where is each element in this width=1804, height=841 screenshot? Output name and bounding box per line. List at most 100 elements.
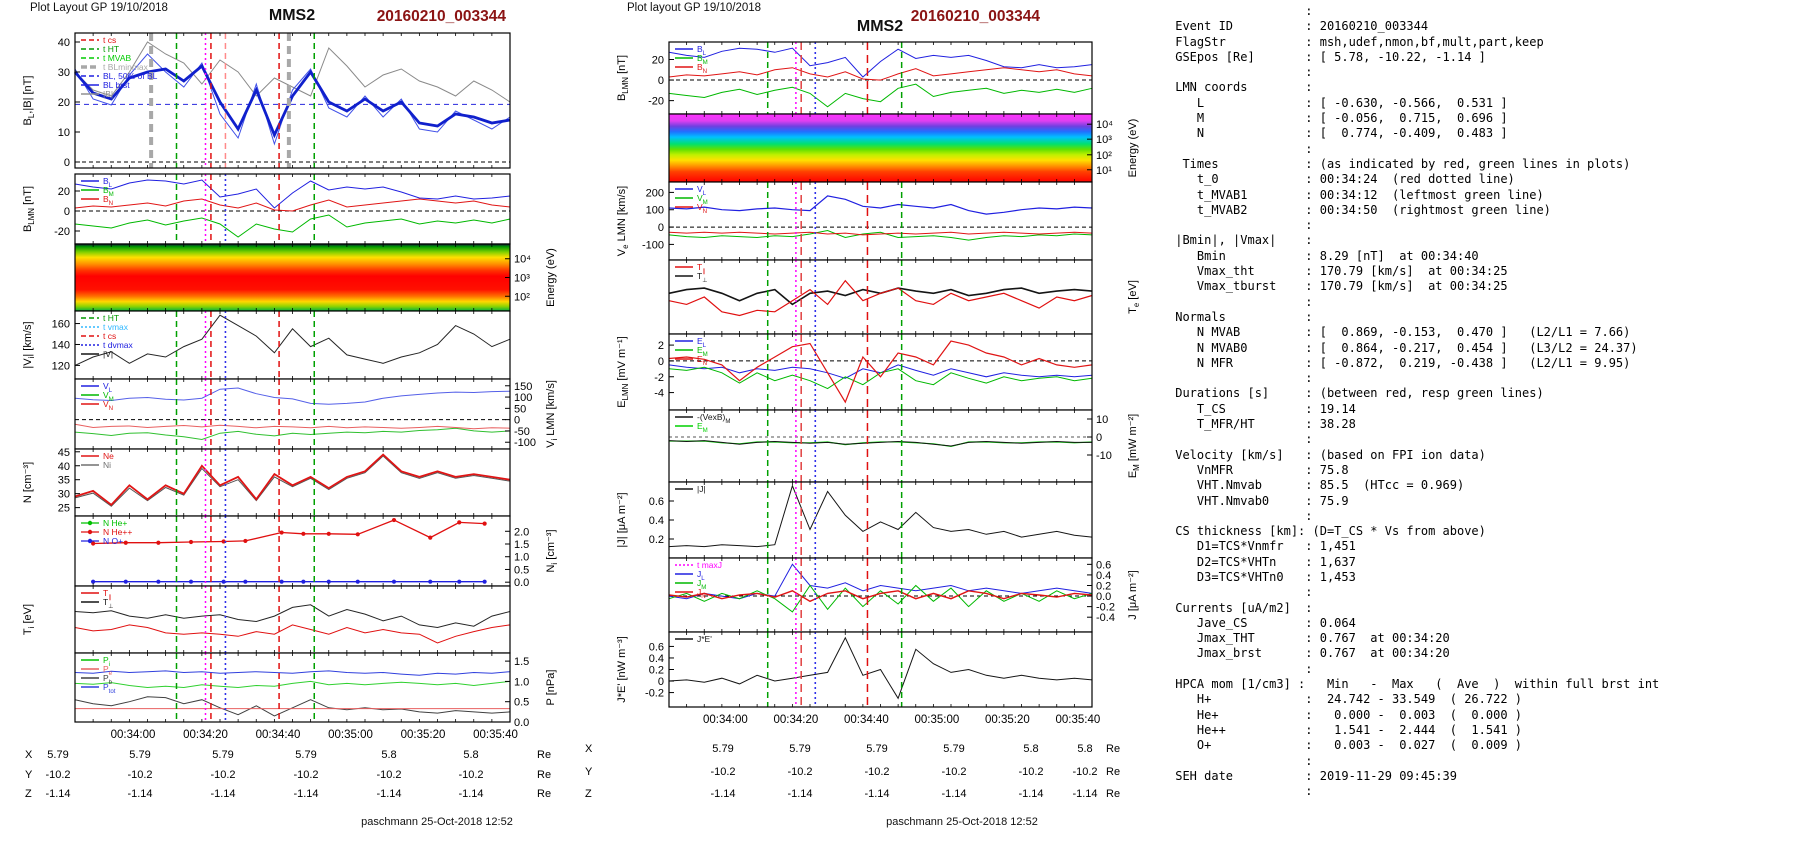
svg-text:N [cm⁻³]: N [cm⁻³] <box>22 462 34 503</box>
svg-text:-10.2: -10.2 <box>376 769 401 781</box>
svg-text:t vmax: t vmax <box>103 322 129 332</box>
svg-text:JM: JM <box>697 578 706 591</box>
svg-text:2: 2 <box>658 340 664 352</box>
svg-text:T⊥: T⊥ <box>103 597 114 610</box>
middle-spacecraft-title: MMS2 <box>856 18 904 35</box>
svg-text:JN: JN <box>697 587 706 600</box>
svg-text:T∥: T∥ <box>697 262 705 275</box>
svg-text:|V|: |V| <box>103 349 113 359</box>
svg-text:Y: Y <box>585 766 593 778</box>
svg-text:Re: Re <box>1106 788 1120 800</box>
svg-text:Te [eV]: Te [eV] <box>1127 280 1141 314</box>
svg-text:-10.2: -10.2 <box>787 766 812 778</box>
svg-text:ELMN [mV m⁻¹]: ELMN [mV m⁻¹] <box>616 336 630 407</box>
svg-text:-0.4: -0.4 <box>1096 612 1115 624</box>
svg-text:-1.14: -1.14 <box>458 788 483 800</box>
svg-text:t dvmax: t dvmax <box>103 340 134 350</box>
svg-text:|J|: |J| <box>697 484 706 494</box>
left-event-id: 20160210_003344 <box>376 8 506 25</box>
svg-text:1.0: 1.0 <box>514 552 529 564</box>
svg-text:BL brst: BL brst <box>103 80 130 90</box>
svg-text:100: 100 <box>646 205 664 217</box>
svg-text:-1.14: -1.14 <box>787 788 812 800</box>
svg-text:0.0: 0.0 <box>514 577 529 589</box>
svg-text:Pb: Pb <box>103 673 113 686</box>
svg-text:-4: -4 <box>654 388 664 400</box>
svg-text:1.0: 1.0 <box>514 676 529 688</box>
svg-text:0.4: 0.4 <box>649 653 664 665</box>
svg-text:5.8: 5.8 <box>463 749 478 761</box>
svg-text:Ne: Ne <box>103 451 114 461</box>
svg-text:P [nPa]: P [nPa] <box>545 670 557 706</box>
svg-text:00:34:20: 00:34:20 <box>774 714 819 726</box>
svg-text:BN: BN <box>103 194 113 207</box>
svg-text:Re: Re <box>537 749 551 761</box>
svg-text:-1.14: -1.14 <box>293 788 318 800</box>
svg-text:140: 140 <box>52 339 70 351</box>
svg-text:Ni [cm⁻³]: Ni [cm⁻³] <box>545 529 559 572</box>
svg-text:0: 0 <box>658 75 664 87</box>
middle-plot-j-dot-e: 0.60.40.20-0.2 J*E' [nW m⁻³] J*E' <box>616 631 1093 708</box>
svg-text:Z: Z <box>585 788 592 800</box>
svg-text:BN: BN <box>697 62 707 75</box>
svg-text:-1.14: -1.14 <box>376 788 401 800</box>
svg-text:BL,|B| [nT]: BL,|B| [nT] <box>22 76 36 126</box>
svg-text:5.8: 5.8 <box>1077 743 1092 755</box>
svg-text:Ni: Ni <box>103 460 111 470</box>
svg-text:-10.2: -10.2 <box>293 769 318 781</box>
svg-text:0.6: 0.6 <box>649 496 664 508</box>
middle-event-id: 20160210_003344 <box>910 8 1040 25</box>
svg-text:0.6: 0.6 <box>649 641 664 653</box>
svg-text:20: 20 <box>652 54 664 66</box>
svg-text:t HT: t HT <box>103 313 119 323</box>
svg-text:|Vi| [km/s]: |Vi| [km/s] <box>22 321 36 368</box>
svg-text:00:35:40: 00:35:40 <box>1056 714 1101 726</box>
svg-text:5.8: 5.8 <box>381 749 396 761</box>
svg-text:X: X <box>25 749 33 761</box>
svg-text:EL: EL <box>697 336 707 349</box>
svg-text:10³: 10³ <box>514 273 530 285</box>
svg-text:0: 0 <box>658 356 664 368</box>
svg-text:BL: BL <box>103 176 113 189</box>
svg-text:-1.14: -1.14 <box>210 788 235 800</box>
svg-text:-100: -100 <box>514 437 536 449</box>
svg-text:-0.2: -0.2 <box>645 688 664 700</box>
svg-text:BM: BM <box>103 185 114 198</box>
svg-text:100: 100 <box>514 392 532 404</box>
svg-text:00:34:20: 00:34:20 <box>183 729 228 741</box>
svg-text:Re: Re <box>1106 743 1120 755</box>
left-plot-n-minor-ions: 2.01.51.00.50.0 Ni [cm⁻³] N He+N He++N O+ <box>74 515 559 589</box>
svg-text:0.2: 0.2 <box>649 534 664 546</box>
svg-text:-10.2: -10.2 <box>458 769 483 781</box>
svg-text:10: 10 <box>58 127 70 139</box>
svg-text:2.0: 2.0 <box>514 526 529 538</box>
svg-text:0.6: 0.6 <box>1096 559 1111 571</box>
svg-text:-10.2: -10.2 <box>941 766 966 778</box>
svg-text:-10.2: -10.2 <box>45 769 70 781</box>
svg-text:-10.2: -10.2 <box>1018 766 1043 778</box>
svg-text:t cs: t cs <box>103 331 116 341</box>
svg-text:25: 25 <box>58 503 70 515</box>
svg-text:X: X <box>585 743 593 755</box>
svg-text:VL: VL <box>103 381 113 394</box>
svg-text:Energy (eV): Energy (eV) <box>545 248 557 307</box>
svg-text:35: 35 <box>58 475 70 487</box>
svg-text:T⊥: T⊥ <box>697 271 708 284</box>
svg-text:30: 30 <box>58 67 70 79</box>
svg-text:T∥: T∥ <box>103 588 111 601</box>
svg-text:Energy (eV): Energy (eV) <box>1127 119 1139 178</box>
svg-text:-1.14: -1.14 <box>127 788 152 800</box>
svg-text:0.4: 0.4 <box>1096 570 1111 582</box>
svg-text:160: 160 <box>52 319 70 331</box>
svg-text:30: 30 <box>58 489 70 501</box>
svg-text:0.2: 0.2 <box>1096 580 1111 592</box>
svg-text:0.4: 0.4 <box>649 515 664 527</box>
svg-text:200: 200 <box>646 187 664 199</box>
